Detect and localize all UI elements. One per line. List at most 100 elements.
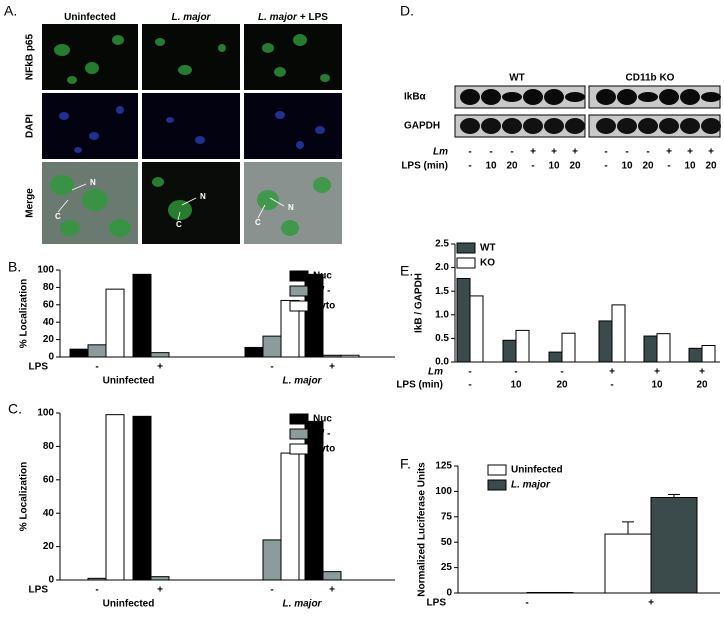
y-tick-label: 0 — [48, 352, 54, 363]
x-tick-label: - — [560, 367, 563, 378]
bar — [604, 533, 652, 594]
band — [680, 118, 700, 134]
band — [544, 118, 564, 134]
lane-label: 10 — [621, 161, 633, 172]
band — [617, 118, 637, 134]
legend-label: Nuc — [313, 414, 332, 425]
header-italic: L. major — [258, 12, 298, 23]
bar — [87, 577, 107, 581]
y-tick-label: 0.0 — [435, 357, 449, 368]
error-bar — [668, 493, 680, 498]
bar — [150, 352, 170, 358]
lane-label: + — [530, 147, 536, 158]
band — [502, 92, 522, 102]
x-tick-label: + — [699, 367, 705, 378]
y-tick-label: 100 — [435, 486, 452, 497]
band — [701, 118, 721, 134]
lane-label: + — [687, 147, 693, 158]
bar — [322, 571, 342, 581]
x-tick-label: 10 — [510, 380, 522, 391]
image — [42, 24, 138, 90]
lane-label: + — [708, 147, 714, 158]
annotation: N — [90, 178, 96, 187]
y-tick-label: 100 — [37, 408, 54, 419]
group-label: CD11b KO — [626, 73, 675, 84]
band — [460, 89, 480, 105]
x-tick-label: 20 — [556, 380, 568, 391]
bar — [598, 320, 613, 363]
bar — [469, 295, 484, 363]
legend-swatch — [289, 443, 309, 455]
x-row-label: LPS — [427, 598, 447, 609]
y-tick-label: 0.5 — [435, 333, 449, 344]
lane-label: 10 — [548, 161, 560, 172]
bar — [150, 576, 170, 581]
bar — [304, 420, 324, 581]
x-row-label: LPS — [29, 362, 49, 373]
y-tick-label: 125 — [435, 461, 452, 472]
column-header: L. major — [172, 12, 212, 23]
x-row-label: Lm — [428, 367, 443, 378]
x-tick-label: + — [609, 367, 615, 378]
band — [523, 118, 543, 134]
x-tick-label: - — [610, 380, 613, 391]
legend-label: + / - — [313, 429, 331, 440]
bar — [262, 539, 282, 581]
y-tick-label: 80 — [43, 282, 55, 293]
bar — [340, 354, 360, 358]
band — [502, 118, 522, 134]
y-tick-label: 60 — [43, 299, 55, 310]
x-row-label: LPS — [29, 585, 49, 596]
lane-row-label: LPS (min) — [401, 161, 448, 172]
header-plain: Uninfected — [64, 12, 116, 23]
y-tick-label: 60 — [43, 474, 55, 485]
x-tick-label: + — [648, 598, 654, 609]
image — [42, 93, 138, 159]
lane-label: - — [489, 147, 492, 158]
y-tick-label: 0 — [446, 588, 452, 599]
bar — [650, 496, 698, 594]
legend-label: Uninfected — [511, 465, 563, 476]
group-label: L. major — [283, 599, 323, 610]
y-tick-label: 20 — [43, 334, 55, 345]
lane-label: - — [646, 147, 649, 158]
group-label: Uninfected — [103, 376, 155, 387]
panel-label: B. — [8, 259, 21, 275]
bar — [502, 339, 517, 363]
error-bar — [622, 521, 634, 535]
panel-label: A. — [4, 3, 17, 19]
x-tick-label: + — [329, 362, 335, 373]
annotation: C — [255, 218, 261, 227]
x-tick-label: - — [270, 362, 273, 373]
bar — [561, 332, 576, 363]
bar — [244, 346, 264, 358]
band — [680, 89, 700, 105]
lane-label: - — [531, 161, 534, 172]
bar — [322, 354, 342, 358]
bar — [548, 351, 563, 363]
legend-swatch — [289, 270, 309, 282]
blot-label: IkBα — [404, 92, 427, 103]
x-tick-label: - — [95, 585, 98, 596]
header-italic: L. major — [172, 12, 212, 23]
y-tick-label: 40 — [43, 317, 55, 328]
panel-label: C. — [8, 401, 22, 417]
lane-label: - — [604, 147, 607, 158]
annotation: N — [200, 192, 206, 201]
row-label: NFkB p65 — [25, 34, 36, 81]
bar — [701, 344, 716, 363]
group-label: WT — [509, 73, 525, 84]
legend-swatch — [487, 479, 507, 491]
lane-label: - — [625, 147, 628, 158]
lane-label: 20 — [705, 161, 717, 172]
x-tick-label: 10 — [651, 380, 663, 391]
image — [244, 93, 342, 159]
legend-swatch — [289, 428, 309, 440]
legend-swatch — [289, 285, 309, 297]
x-tick-label: + — [329, 585, 335, 596]
y-tick-label: 1.5 — [435, 286, 449, 297]
blot-label: GAPDH — [404, 121, 440, 132]
x-tick-label: - — [468, 380, 471, 391]
bar — [688, 347, 703, 363]
